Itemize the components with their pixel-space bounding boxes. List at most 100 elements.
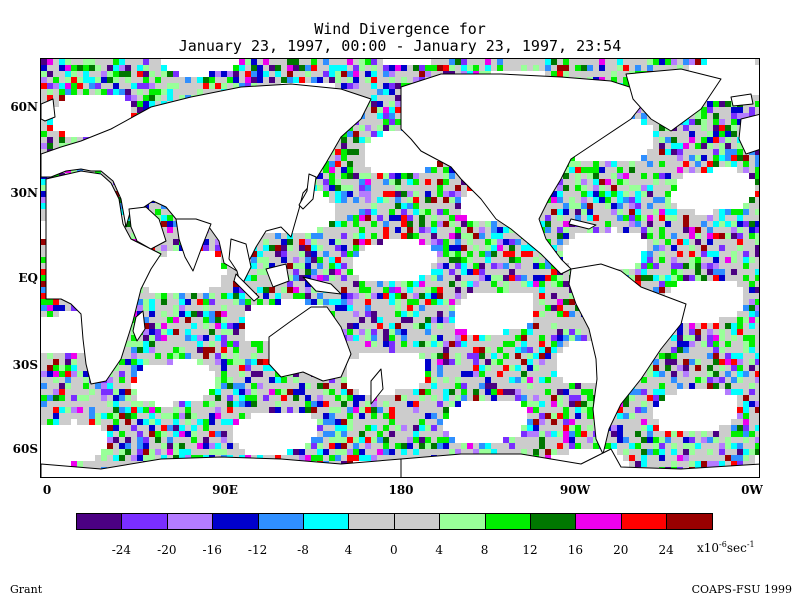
swath-cell [701,221,707,227]
swath-cell [419,239,425,245]
swath-cell [689,161,695,167]
swath-cell [395,221,401,227]
swath-cell [521,269,527,275]
swath-cell [497,341,503,347]
swath-cell [665,65,671,71]
swath-cell [539,365,545,371]
swath-cell [635,215,641,221]
swath-cell [689,371,695,377]
swath-cell [443,167,449,173]
swath-cell [251,353,257,359]
swath-cell [551,293,557,299]
swath-cell [611,221,617,227]
swath-cell [635,269,641,275]
swath-cell [299,251,305,257]
swath-cell [353,221,359,227]
swath-cell [539,299,545,305]
swath-cell [95,389,101,395]
swath-cell [647,167,653,173]
swath-cell [617,167,623,173]
swath-cell [281,59,287,65]
swath-cell [665,365,671,371]
swath-cell [557,335,563,341]
swath-cell [131,89,137,95]
swath-cell [317,251,323,257]
swath-cell [707,353,713,359]
swath-cell [659,185,665,191]
swath-cell [473,65,479,71]
swath-cell [131,83,137,89]
swath-cell [65,77,71,83]
swath-cell [293,65,299,71]
swath-cell [257,245,263,251]
swath-cell [641,59,647,65]
swath-cell [347,299,353,305]
swath-cell [641,167,647,173]
swath-cell [725,221,731,227]
swath-cell [401,233,407,239]
swath-cell [287,269,293,275]
swath-cell [323,263,329,269]
swath-cell [371,101,377,107]
swath-cell [485,239,491,245]
swath-cell [431,197,437,203]
swath-cell [347,341,353,347]
swath-cell [581,59,587,65]
swath-cell [581,71,587,77]
swath-cell [725,359,731,365]
swath-cell [263,77,269,83]
swath-cell [425,371,431,377]
swath-cell [305,263,311,269]
swath-cell [653,215,659,221]
swath-cell [359,137,365,143]
swath-cell [221,299,227,305]
swath-cell [167,305,173,311]
swath-cell [635,389,641,395]
swath-cell [749,173,755,179]
swath-cell [335,77,341,83]
swath-cell [755,293,759,299]
swath-cell [173,329,179,335]
swath-cell [623,209,629,215]
swath-cell [623,161,629,167]
swath-cell [191,329,197,335]
swath-cell [653,179,659,185]
swath-cell [593,215,599,221]
swath-cell [623,191,629,197]
swath-cell [209,293,215,299]
swath-cell [695,59,701,65]
swath-cell [455,287,461,293]
swath-cell [131,371,137,377]
swath-cell [155,317,161,323]
swath-cell [689,119,695,125]
swath-cell [629,269,635,275]
swath-cell [257,239,263,245]
swath-cell [383,335,389,341]
swath-cell [497,245,503,251]
swath-cell [539,335,545,341]
swath-cell [629,203,635,209]
swath-cell [395,347,401,353]
swath-cell [569,317,575,323]
swath-cell [257,251,263,257]
swath-cell [113,83,119,89]
swath-cell [443,191,449,197]
swath-cell [413,281,419,287]
swath-cell [377,239,383,245]
swath-cell [389,95,395,101]
swath-cell [161,293,167,299]
swath-cell [449,251,455,257]
swath-cell [755,263,759,269]
swath-cell [161,77,167,83]
swath-cell [707,263,713,269]
swath-cell [161,209,167,215]
swath-cell [725,257,731,263]
swath-cell [455,209,461,215]
swath-cell [587,161,593,167]
swath-cell [737,281,743,287]
swath-cell [581,173,587,179]
swath-cell [611,203,617,209]
swath-cell [713,143,719,149]
swath-cell [413,179,419,185]
swath-cell [617,179,623,185]
